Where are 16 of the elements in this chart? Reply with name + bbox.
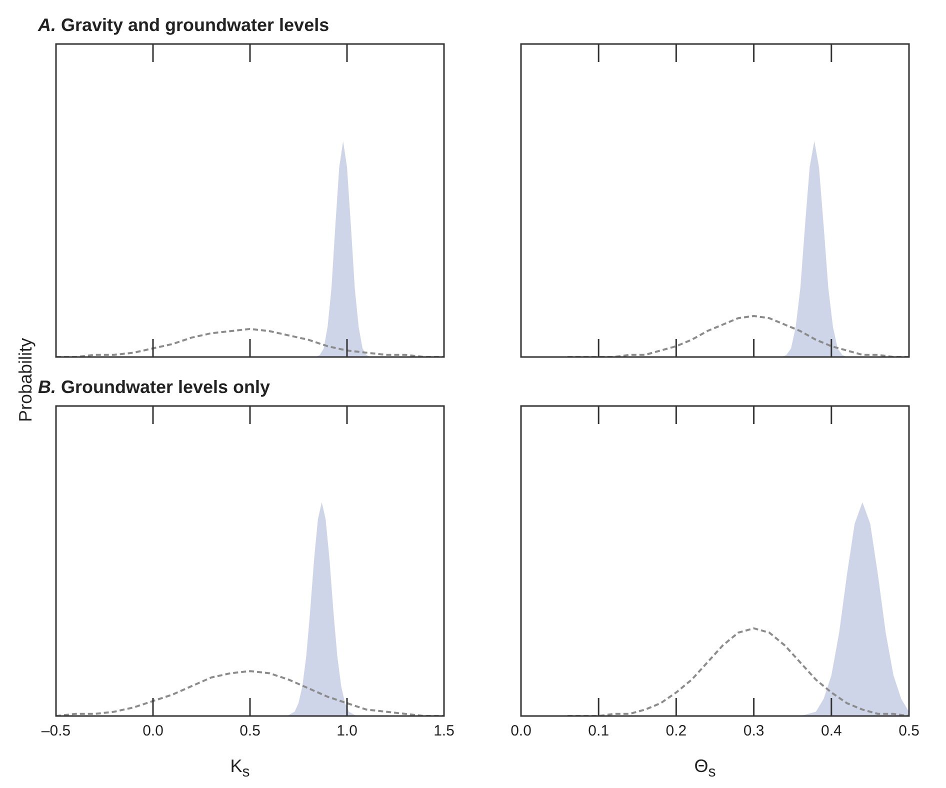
x-tick-label: 1.0 — [336, 722, 358, 740]
x-tick-label: 1.5 — [434, 722, 454, 740]
y-axis-title: Probability — [16, 338, 36, 422]
x-tick-label: –0.5 — [41, 722, 71, 740]
x-axis-title: K$_{s}$ — [229, 756, 251, 781]
x-tick-label: 0.5 — [898, 722, 920, 740]
x-tick-label: 0.1 — [588, 722, 610, 740]
chart-title: B. Groundwater levels only — [38, 376, 272, 399]
x-tick-label: 0.2 — [666, 722, 687, 740]
chart-title: A. Gravity and groundwater levels — [38, 14, 330, 37]
x-tick-label: 0.0 — [510, 722, 532, 740]
x-axis-title: Θ$_{s}$ — [693, 756, 717, 781]
x-tick-label: 0.4 — [820, 722, 842, 740]
x-tick-label: 0.0 — [142, 722, 164, 740]
x-tick-label: 0.5 — [240, 722, 260, 740]
x-tick-label: 0.3 — [743, 722, 764, 740]
